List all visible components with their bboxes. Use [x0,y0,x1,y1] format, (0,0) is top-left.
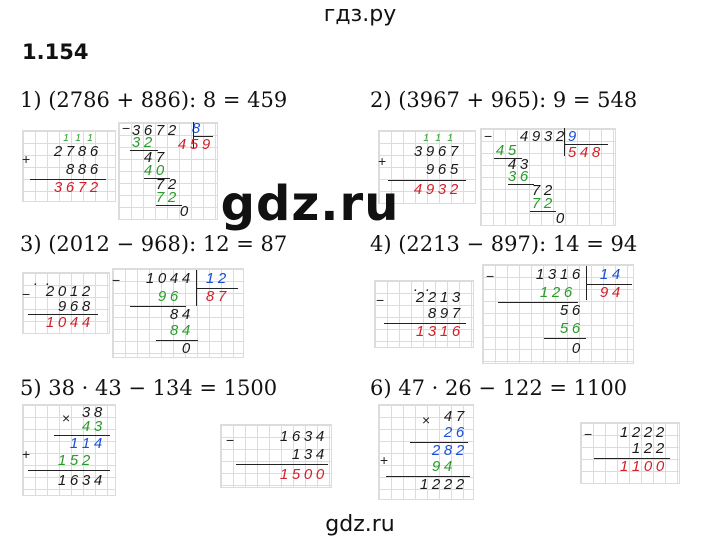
rule-line [28,470,110,471]
rule-line [193,136,213,137]
work-grid-6-sub [580,422,680,484]
rule-line [386,476,470,477]
rule-line [130,150,158,151]
plus-sign: + [22,446,31,462]
rule-line [410,442,468,443]
plus-sign: + [380,452,389,468]
times-sign: × [422,412,431,428]
rule-line [494,158,522,159]
watermark: gdz.ru [220,176,400,232]
rule-line [144,178,170,179]
minus-sign: − [484,128,493,144]
equation-1: 1) (2786 + 886): 8 = 459 [20,88,288,112]
minus-sign: − [376,292,385,308]
rule-line [594,458,670,459]
problem-number: 1.154 [22,40,89,64]
equation-4: 4) (2213 − 897): 14 = 94 [370,232,638,256]
rule-line [28,314,98,315]
rule-line [130,306,186,307]
rule-line [544,338,586,339]
minus-sign: − [122,120,131,136]
minus-sign: − [226,432,235,448]
work-grid-2-add [378,130,476,204]
division-bar [586,266,587,300]
equation-2: 2) (3967 + 965): 9 = 548 [370,88,638,112]
site-header: гдз.ру [323,2,397,27]
division-bar [193,122,194,148]
site-footer: gdz.ru [325,512,395,537]
rule-line [530,211,556,212]
equation-6: 6) 47 · 26 − 122 = 1100 [370,376,628,400]
work-grid-1-add [22,130,116,202]
times-sign: × [62,410,71,426]
rule-line [388,180,466,181]
rule-line [236,464,328,465]
rule-line [586,284,632,285]
rule-line [384,323,466,324]
work-grid-1-div [118,122,218,220]
rule-line [156,340,198,341]
equation-5: 5) 38 · 43 − 134 = 1500 [20,376,278,400]
minus-sign: − [584,426,593,442]
rule-line [196,288,238,289]
work-grid-5-mul [22,404,116,496]
work-grid-4-sub [374,280,474,348]
work-grid-3-sub [22,272,110,334]
plus-sign: + [22,151,31,167]
work-grid-5-sub [220,424,332,488]
minus-sign: − [486,268,495,284]
work-grid-4-div [482,264,634,364]
plus-sign: + [378,153,387,169]
rule-line [54,435,110,436]
work-grid-3-div [112,268,244,358]
rule-line [30,179,106,180]
rule-line [156,205,182,206]
rule-line [564,144,608,145]
rule-line [508,184,534,185]
minus-sign: − [112,272,121,288]
minus-sign: − [22,286,31,302]
work-grid-6-mul [378,404,474,500]
work-grid-2-div [480,128,616,226]
rule-line [498,302,578,303]
equation-3: 3) (2012 − 968): 12 = 87 [20,232,288,256]
division-bar [564,128,565,156]
